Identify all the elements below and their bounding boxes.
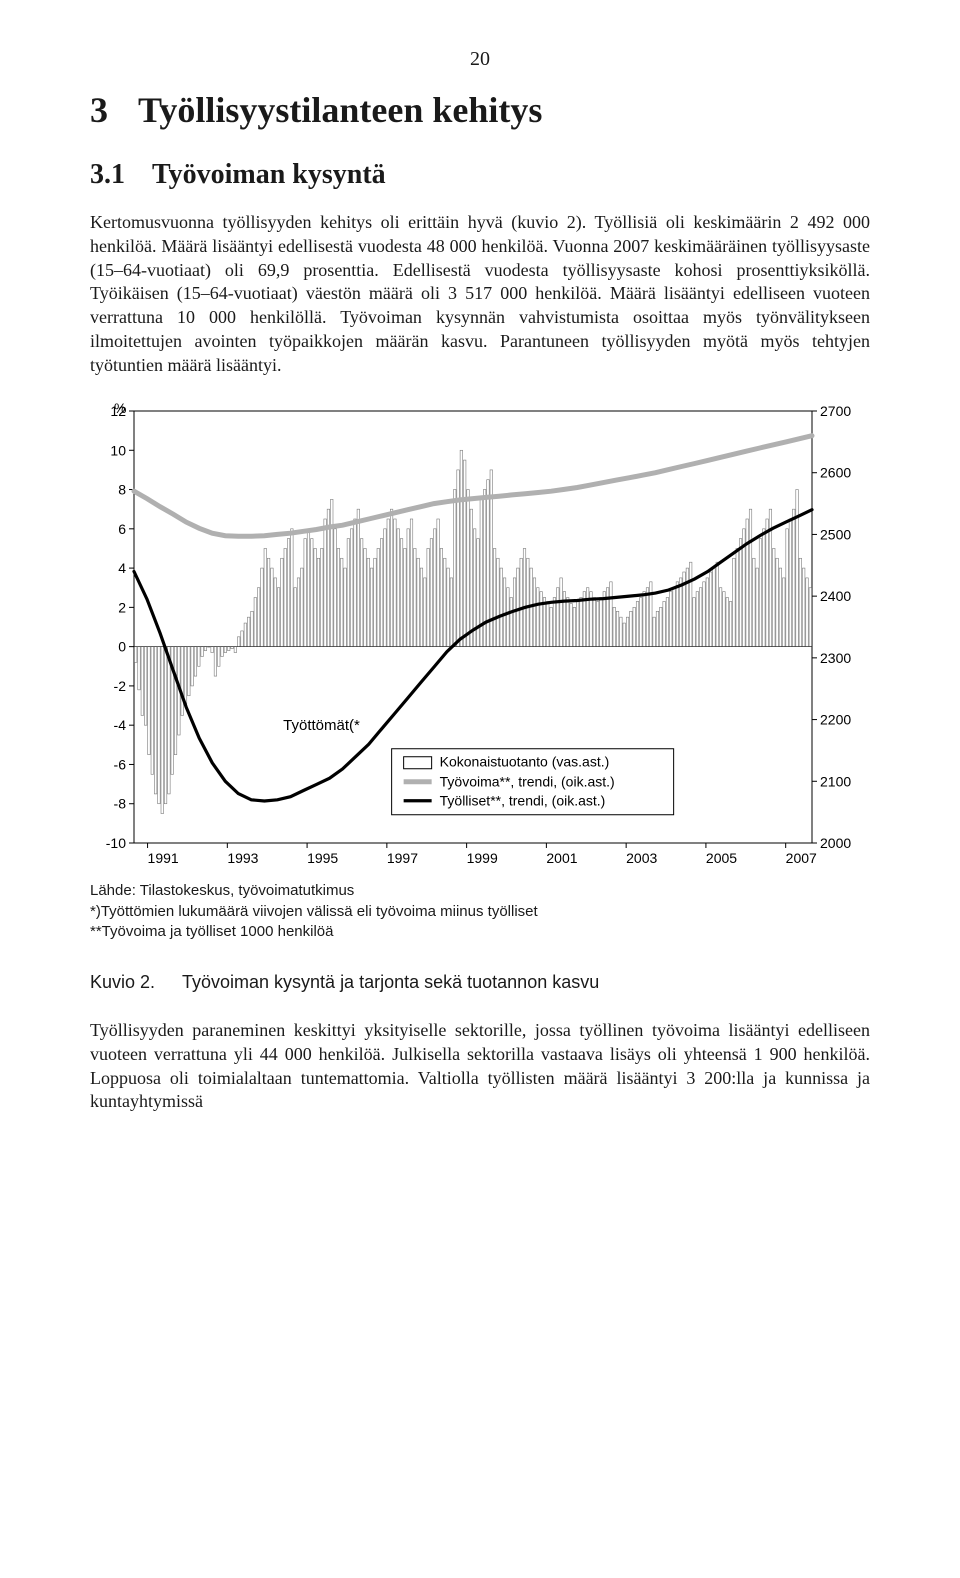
svg-text:2600: 2600 bbox=[820, 465, 851, 481]
page-number: 20 bbox=[90, 48, 870, 71]
figure-title: Työvoiman kysyntä ja tarjonta sekä tuota… bbox=[182, 972, 599, 992]
source-line: *)Työttömien lukumäärä viivojen välissä … bbox=[90, 902, 870, 922]
svg-text:2000: 2000 bbox=[820, 835, 851, 851]
svg-text:2200: 2200 bbox=[820, 712, 851, 728]
source-line: Lähde: Tilastokeskus, työvoimatutkimus bbox=[90, 881, 870, 901]
section-heading: 3.1Työvoiman kysyntä bbox=[90, 159, 870, 191]
figure-label: Kuvio 2. bbox=[90, 972, 182, 993]
svg-text:10: 10 bbox=[110, 443, 126, 459]
body-paragraph-1: Kertomusvuonna työllisyyden kehitys oli … bbox=[90, 211, 870, 377]
svg-text:Työlliset**, trendi, (oik.ast.: Työlliset**, trendi, (oik.ast.) bbox=[440, 793, 606, 809]
svg-text:1991: 1991 bbox=[148, 850, 179, 866]
svg-text:-6: -6 bbox=[114, 757, 127, 773]
svg-text:1995: 1995 bbox=[307, 850, 338, 866]
svg-text:4: 4 bbox=[118, 560, 126, 576]
section-number: 3.1 bbox=[90, 159, 152, 191]
chapter-number: 3 bbox=[90, 89, 138, 131]
svg-text:-8: -8 bbox=[114, 796, 127, 812]
svg-text:2001: 2001 bbox=[546, 850, 577, 866]
chapter-title: Työllisyystilanteen kehitys bbox=[138, 90, 542, 130]
svg-text:-10: -10 bbox=[106, 835, 126, 851]
svg-text:%: % bbox=[114, 401, 126, 416]
svg-text:Kokonaistuotanto (vas.ast.): Kokonaistuotanto (vas.ast.) bbox=[440, 754, 610, 770]
chart-source-block: Lähde: Tilastokeskus, työvoimatutkimus *… bbox=[90, 881, 870, 942]
svg-text:2003: 2003 bbox=[626, 850, 657, 866]
svg-text:1997: 1997 bbox=[387, 850, 418, 866]
chapter-heading: 3Työllisyystilanteen kehitys bbox=[90, 89, 870, 131]
svg-text:2500: 2500 bbox=[820, 527, 851, 543]
figure-caption: Kuvio 2.Työvoiman kysyntä ja tarjonta se… bbox=[90, 972, 870, 993]
svg-text:2: 2 bbox=[118, 600, 126, 616]
svg-text:2300: 2300 bbox=[820, 650, 851, 666]
svg-text:Työvoima**, trendi, (oik.ast.): Työvoima**, trendi, (oik.ast.) bbox=[440, 774, 615, 790]
svg-text:1993: 1993 bbox=[227, 850, 258, 866]
svg-text:6: 6 bbox=[118, 521, 126, 537]
svg-text:0: 0 bbox=[118, 639, 126, 655]
chart-container: -10-8-6-4-2024681012%2000210022002300240… bbox=[90, 401, 870, 871]
svg-text:2400: 2400 bbox=[820, 588, 851, 604]
section-title: Työvoiman kysyntä bbox=[152, 159, 386, 190]
body-paragraph-2: Työllisyyden paraneminen keskittyi yksit… bbox=[90, 1019, 870, 1114]
svg-text:-2: -2 bbox=[114, 678, 127, 694]
svg-text:8: 8 bbox=[118, 482, 126, 498]
source-line: **Työvoima ja työlliset 1000 henkilöä bbox=[90, 922, 870, 942]
svg-text:2100: 2100 bbox=[820, 774, 851, 790]
svg-text:-4: -4 bbox=[114, 717, 127, 733]
svg-text:2007: 2007 bbox=[786, 850, 817, 866]
employment-chart: -10-8-6-4-2024681012%2000210022002300240… bbox=[90, 401, 870, 871]
svg-text:1999: 1999 bbox=[467, 850, 498, 866]
svg-text:2005: 2005 bbox=[706, 850, 737, 866]
svg-text:Työttömät(*: Työttömät(* bbox=[283, 717, 360, 734]
svg-text:2700: 2700 bbox=[820, 403, 851, 419]
